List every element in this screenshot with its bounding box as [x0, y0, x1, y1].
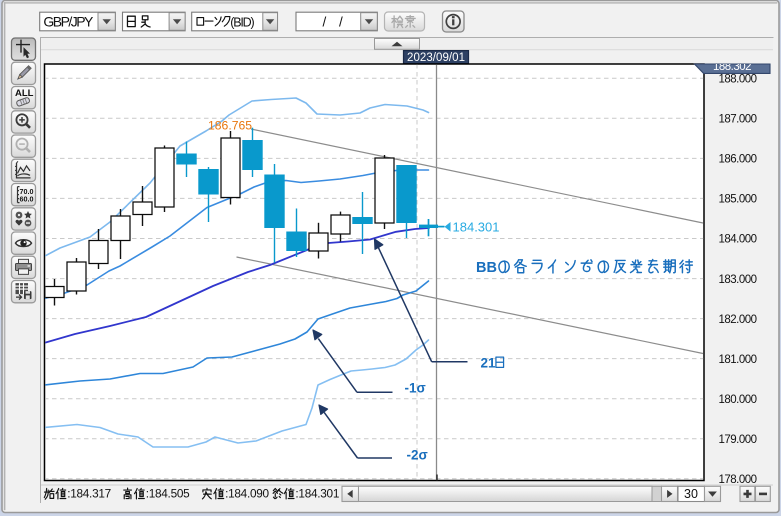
svg-text:185.000: 185.000 [719, 194, 758, 206]
svg-text:-2σ: -2σ [407, 448, 428, 463]
svg-text:186.000: 186.000 [719, 154, 758, 166]
svg-text:-1σ: -1σ [405, 381, 426, 396]
svg-text:2023/09/01: 2023/09/01 [407, 52, 465, 64]
svg-text:GBP/JPY: GBP/JPY [43, 14, 94, 30]
svg-text:60.0: 60.0 [20, 195, 34, 204]
svg-text:/: / [339, 15, 343, 30]
svg-text::184.301: :184.301 [295, 487, 339, 501]
svg-text:70.0: 70.0 [20, 187, 34, 196]
svg-text:181.000: 181.000 [719, 354, 758, 366]
svg-text::184.317: :184.317 [67, 487, 111, 501]
svg-text:179.000: 179.000 [719, 434, 758, 446]
svg-text:188.000: 188.000 [719, 74, 758, 86]
svg-text:/: / [323, 15, 327, 30]
svg-text:178.000: 178.000 [719, 474, 758, 486]
svg-text:182.000: 182.000 [719, 314, 758, 326]
svg-text:BB: BB [476, 260, 497, 276]
svg-text:21: 21 [481, 355, 497, 370]
svg-text:187.000: 187.000 [719, 114, 758, 126]
svg-text:184.301: 184.301 [453, 219, 500, 234]
svg-text:ALL: ALL [15, 88, 34, 99]
svg-text:30: 30 [684, 487, 698, 501]
svg-text:183.000: 183.000 [719, 274, 758, 286]
svg-text:186.765: 186.765 [208, 118, 252, 132]
svg-text:188.302: 188.302 [713, 61, 752, 73]
svg-text::184.505: :184.505 [146, 487, 190, 501]
svg-text:(BID): (BID) [230, 15, 255, 29]
svg-text::184.090: :184.090 [225, 487, 269, 501]
svg-text:184.000: 184.000 [719, 234, 758, 246]
svg-text:180.000: 180.000 [719, 394, 758, 406]
